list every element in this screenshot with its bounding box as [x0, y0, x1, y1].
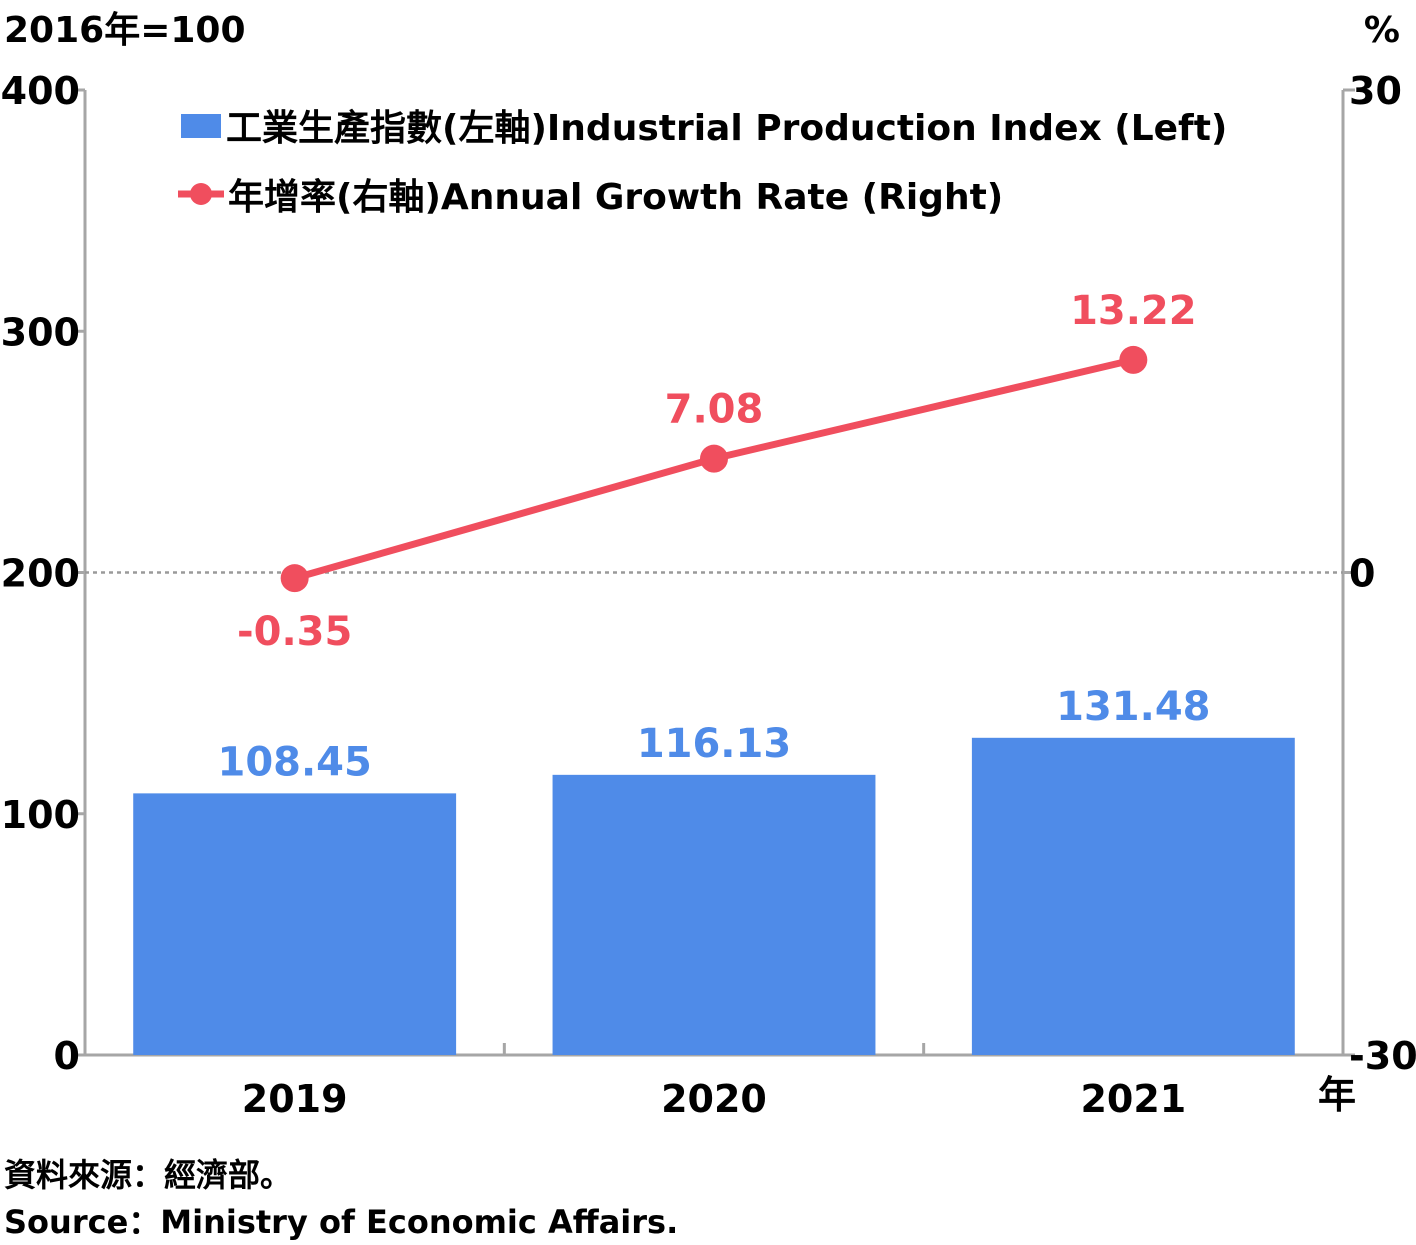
left-tick-label-3: 300 [1, 310, 80, 354]
left-tick-label-4: 400 [1, 69, 80, 113]
bar-2020 [552, 774, 876, 1055]
x-axis-labels: 2019 2020 2021 [242, 1077, 1186, 1121]
x-axis-ticks [502, 1043, 926, 1055]
left-axis-unit: 2016年=100 [4, 10, 246, 51]
growth-rate-label-2020: 7.08 [665, 387, 764, 433]
bar-2019 [133, 793, 457, 1055]
line-series [280, 345, 1148, 593]
right-tick-label-2: 30 [1349, 69, 1402, 113]
right-axis-ticks: -30 0 30 [1343, 69, 1416, 1078]
right-tick-label-1: 0 [1349, 552, 1375, 596]
bar-label-2019: 108.45 [217, 739, 371, 785]
bar-label-2021: 131.48 [1056, 684, 1210, 730]
legend-label-bar: 工業生產指數(左軸)Industrial Production Index (L… [226, 108, 1227, 149]
legend-swatch-bar [181, 114, 221, 138]
line-value-labels: -0.35 7.08 13.22 [237, 288, 1197, 655]
bar-value-labels: 108.45 116.13 131.48 [217, 684, 1210, 786]
left-tick-label-1: 100 [1, 793, 80, 837]
growth-rate-point-2020 [700, 444, 728, 473]
right-axis-unit: % [1364, 10, 1400, 51]
legend: 工業生產指數(左軸)Industrial Production Index (L… [178, 108, 1227, 218]
legend-swatch-marker [190, 183, 212, 205]
x-tick-label-2019: 2019 [242, 1077, 348, 1121]
bar-2021 [971, 737, 1295, 1055]
source-en: Source：Ministry of Economic Affairs. [4, 1203, 678, 1241]
source-zh: 資料來源：經濟部。 [4, 1156, 292, 1194]
growth-rate-label-2019: -0.35 [237, 609, 352, 655]
left-axis-ticks: 0 100 200 300 400 [1, 69, 85, 1078]
growth-rate-point-2019 [280, 564, 309, 593]
left-tick-label-0: 0 [54, 1034, 80, 1078]
right-tick-label-0: -30 [1349, 1034, 1416, 1078]
growth-rate-point-2021 [1119, 345, 1148, 374]
x-tick-label-2020: 2020 [661, 1077, 767, 1121]
x-tick-label-2021: 2021 [1080, 1077, 1186, 1121]
growth-rate-label-2021: 13.22 [1070, 288, 1197, 334]
bar-label-2020: 116.13 [637, 721, 791, 767]
bar-series [133, 737, 1295, 1055]
legend-label-line: 年增率(右軸)Annual Growth Rate (Right) [228, 177, 1003, 218]
x-axis-label: 年 [1318, 1073, 1356, 1117]
left-tick-label-2: 200 [1, 552, 80, 596]
